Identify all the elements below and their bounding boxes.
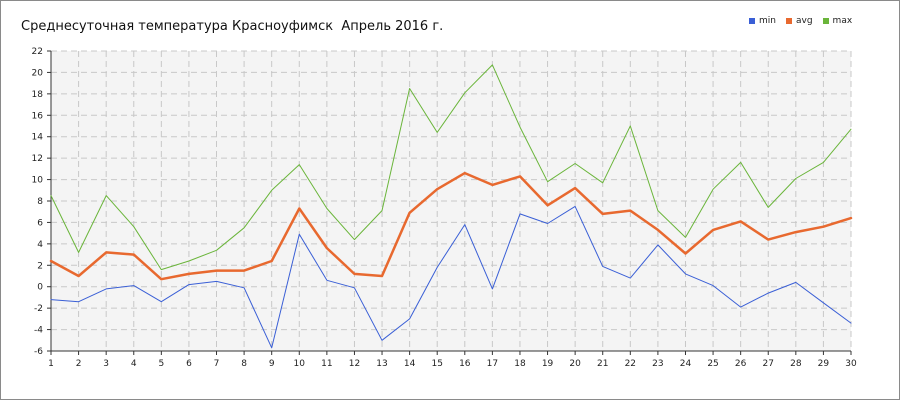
x-tick-label: 25 [707, 359, 718, 369]
series-line-max [50, 64, 852, 271]
x-tick-label: 10 [294, 359, 306, 369]
y-tick-label: 18 [32, 90, 44, 100]
x-tick-label: 5 [158, 359, 164, 369]
y-tick-label: 20 [32, 68, 44, 78]
legend-label-max: max [832, 16, 853, 26]
x-tick-label: 3 [103, 359, 109, 369]
y-tick-label: 16 [32, 111, 44, 121]
y-tick-label: -4 [34, 326, 43, 336]
y-tick-label: 4 [37, 240, 43, 250]
x-tick-label: 4 [131, 359, 137, 369]
y-tick-label: 22 [32, 47, 43, 57]
y-tick-label: 14 [32, 133, 44, 143]
x-tick-label: 20 [569, 359, 581, 369]
x-tick-label: 2 [76, 359, 82, 369]
x-tick-label: 22 [625, 359, 636, 369]
x-tick-label: 30 [845, 359, 857, 369]
x-tick-label: 11 [321, 359, 332, 369]
y-tick-label: -2 [34, 304, 43, 314]
x-tick-label: 6 [186, 359, 192, 369]
x-tick-label: 21 [597, 359, 608, 369]
chart-title: Среднесуточная температура Красноуфимск … [21, 19, 444, 34]
legend: min avg max [749, 16, 852, 26]
x-tick-label: 16 [459, 359, 471, 369]
legend-label-min: min [759, 16, 776, 26]
x-tick-label: 24 [680, 359, 692, 369]
x-tick-label: 23 [652, 359, 663, 369]
legend-item-min: min [749, 16, 776, 26]
x-tick-label: 28 [790, 359, 802, 369]
x-tick-label: 13 [376, 359, 387, 369]
legend-swatch-max [822, 18, 829, 24]
legend-item-max: max [822, 16, 853, 26]
legend-swatch-avg [785, 18, 792, 24]
x-tick-label: 26 [735, 359, 747, 369]
y-tick-label: 6 [37, 218, 43, 228]
x-tick-label: 18 [514, 359, 526, 369]
y-tick-label: 12 [32, 154, 43, 164]
y-tick-label: 10 [32, 176, 44, 186]
x-tick-label: 1 [48, 359, 54, 369]
y-tick-label: 8 [37, 197, 43, 207]
legend-item-avg: avg [785, 16, 813, 26]
y-tick-label: -6 [34, 347, 43, 357]
x-tick-label: 29 [818, 359, 830, 369]
x-tick-label: 7 [214, 359, 220, 369]
legend-label-avg: avg [795, 16, 813, 26]
x-tick-label: 12 [349, 359, 360, 369]
legend-swatch-min [749, 18, 755, 24]
x-tick-label: 27 [763, 359, 774, 369]
y-tick-label: 2 [37, 261, 43, 271]
y-tick-label: 0 [37, 283, 43, 293]
x-tick-label: 19 [542, 359, 554, 369]
x-tick-label: 8 [241, 359, 247, 369]
x-tick-label: 9 [269, 359, 275, 369]
x-tick-label: 14 [404, 359, 416, 369]
x-tick-label: 15 [431, 359, 442, 369]
series-line-avg [49, 171, 853, 281]
x-tick-label: 17 [487, 359, 498, 369]
series-line-min [50, 205, 852, 349]
